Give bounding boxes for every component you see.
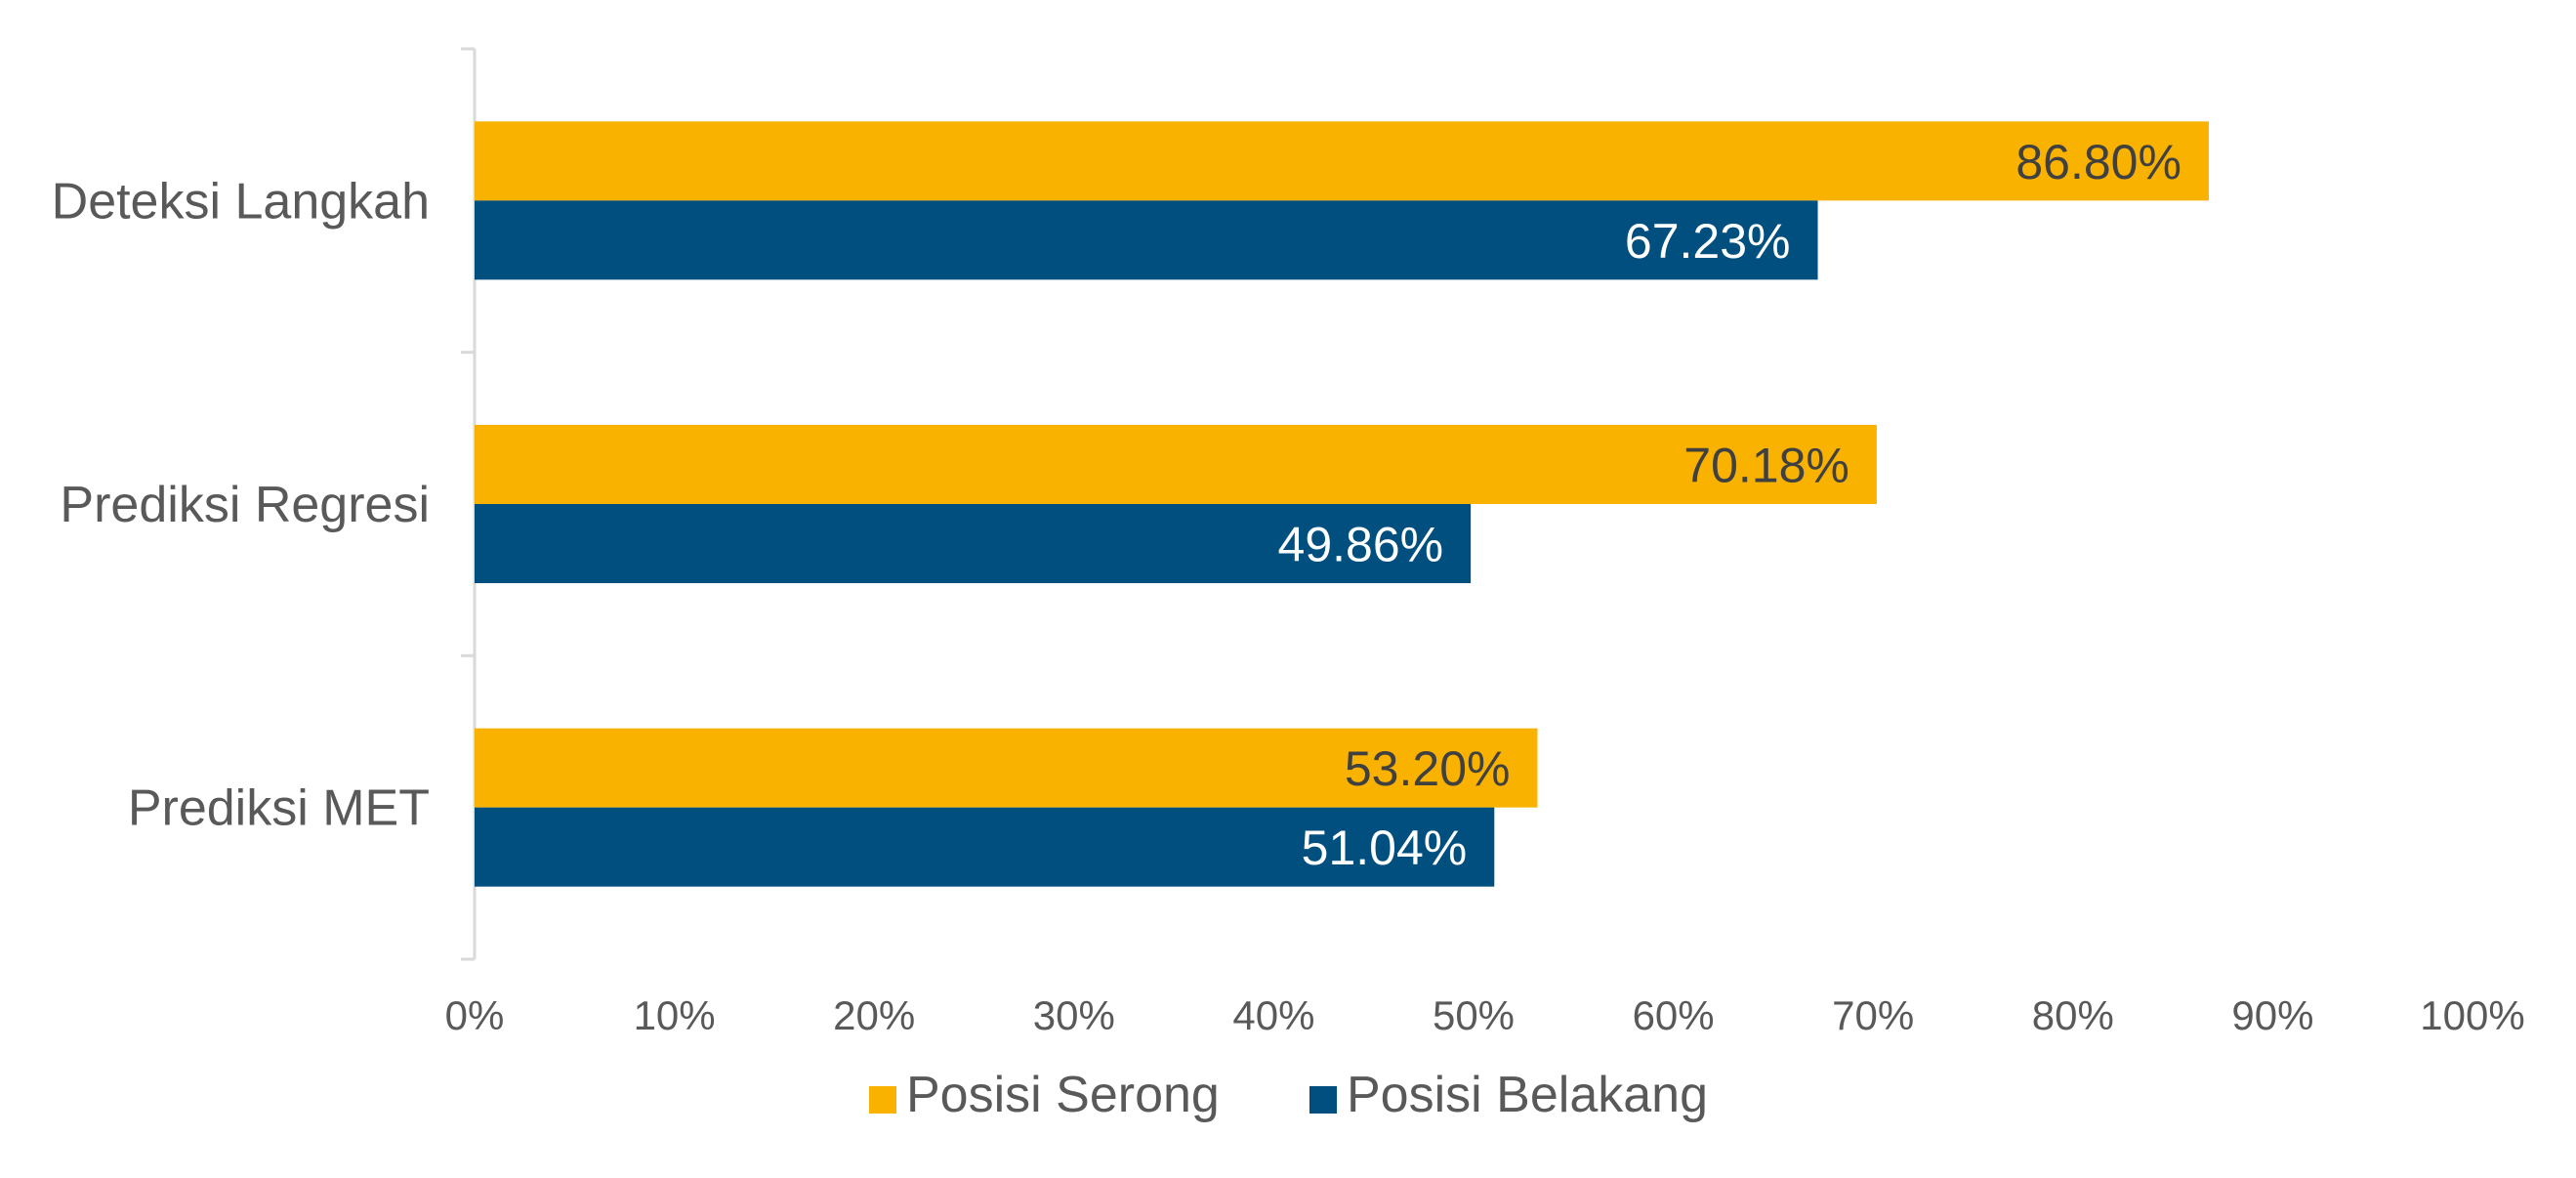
data-labels: 86.80% 67.23% 70.18% 49.86% 53.20% 51.04% [1278,135,2181,875]
x-tick-label: 80% [2032,992,2114,1038]
data-label: 53.20% [1345,741,1511,796]
category-axis [461,47,477,961]
category-labels: Deteksi Langkah Prediksi Regresi Prediksi … [52,173,430,836]
bar-posisi-belakang [475,504,1472,583]
data-label: 51.04% [1302,820,1468,875]
x-tick-label: 60% [1633,992,1715,1038]
x-tick-label: 10% [634,992,716,1038]
x-tick-label: 0% [445,992,505,1038]
category-label: Prediksi Regresi [60,477,430,533]
bars [475,121,2209,887]
legend-label: Posisi Serong [906,1067,1220,1123]
data-label: 49.86% [1278,518,1444,572]
bar-posisi-belakang [475,200,1818,280]
x-tick-label: 100% [2420,992,2524,1038]
bar-posisi-serong [475,425,1877,504]
legend-swatch [869,1086,896,1114]
x-tick-label: 90% [2231,992,2313,1038]
legend-swatch [1309,1086,1337,1114]
x-tick-label: 30% [1033,992,1115,1038]
data-label: 67.23% [1625,214,1791,269]
legend: Posisi Serong Posisi Belakang [869,1067,1708,1123]
x-tick-label: 40% [1232,992,1314,1038]
x-tick-label: 50% [1433,992,1515,1038]
data-label: 70.18% [1683,439,1849,493]
category-label: Prediksi MET [128,780,430,837]
bar-posisi-serong [475,121,2209,201]
bar-posisi-serong [475,728,1538,808]
x-tick-label: 70% [1832,992,1914,1038]
legend-label: Posisi Belakang [1347,1067,1708,1123]
data-label: 86.80% [2015,135,2181,189]
x-tick-labels: 0% 10% 20% 30% 40% 50% 60% 70% 80% 90% 100% [445,992,2525,1038]
category-label: Deteksi Langkah [52,173,430,230]
bar-posisi-belakang [475,807,1495,887]
x-tick-label: 20% [833,992,915,1038]
